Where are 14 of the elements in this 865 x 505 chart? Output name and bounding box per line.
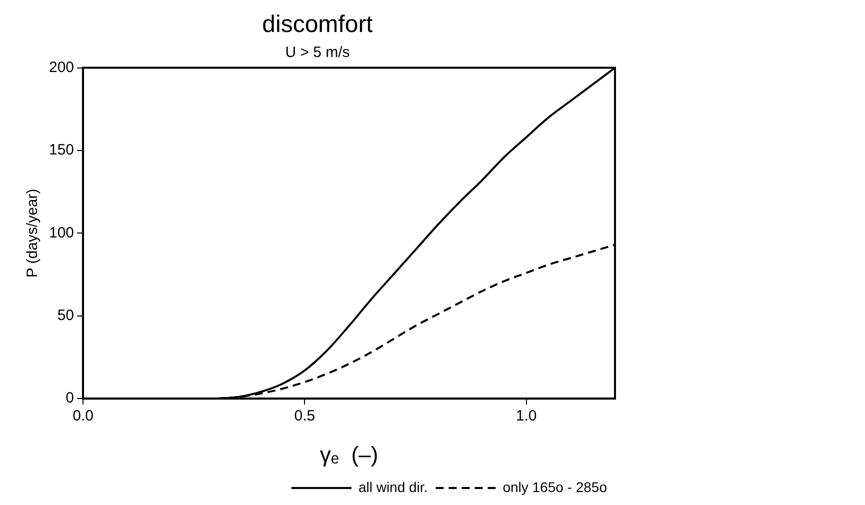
y-tick-label: 100	[48, 224, 74, 242]
chart-subtitle: U > 5 m/s	[285, 44, 350, 61]
y-tick-label: 150	[48, 142, 74, 159]
x-axis-title: γₑ (–)	[320, 442, 378, 467]
y-tick-label: 50	[57, 307, 74, 324]
legend-label: only 165o - 285o	[502, 478, 608, 495]
x-tick-label: 0.0	[72, 408, 94, 425]
x-tick-label: 0.5	[294, 408, 316, 425]
x-tick-label: 1.0	[516, 408, 537, 425]
legend-label: all wind dir.	[358, 478, 428, 495]
y-tick-label: 200	[48, 58, 74, 76]
y-tick-label: 0	[66, 390, 74, 407]
y-axis-title: P (days/year)	[24, 188, 42, 278]
chart-title: discomfort	[262, 11, 374, 38]
